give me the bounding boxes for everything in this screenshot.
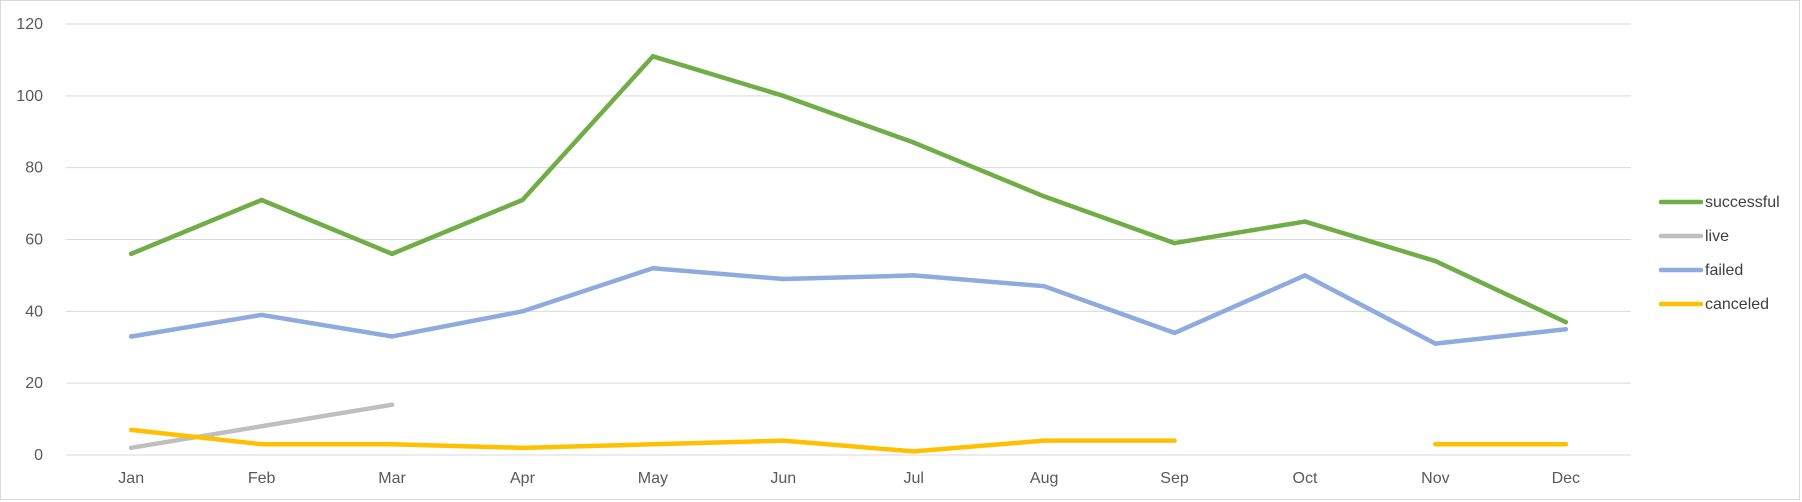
- legend-item-successful: successful: [1658, 194, 1780, 211]
- series-line: [128, 427, 1177, 454]
- x-tick-label: May: [638, 470, 668, 487]
- legend-item-canceled: canceled: [1658, 296, 1769, 313]
- x-tick-label: Mar: [378, 470, 406, 487]
- legend: successful live failed canceled: [1658, 194, 1780, 313]
- series-failed: [128, 265, 1569, 346]
- x-tick-label: Jan: [118, 470, 144, 487]
- y-tick-label: 100: [16, 88, 43, 105]
- legend-label: canceled: [1705, 296, 1769, 313]
- series-live: [128, 402, 395, 451]
- series-canceled: [128, 427, 1569, 454]
- x-tick-label: Oct: [1293, 470, 1318, 487]
- legend-item-failed: failed: [1658, 262, 1743, 279]
- series-successful: [128, 54, 1569, 325]
- x-tick-label: Feb: [248, 470, 276, 487]
- x-tick-label: Nov: [1421, 470, 1449, 487]
- y-tick-label: 60: [25, 232, 43, 249]
- x-tick-label: Sep: [1160, 470, 1189, 487]
- y-tick-label: 20: [25, 375, 43, 392]
- gridlines: [66, 23, 1631, 456]
- series-lines: [128, 54, 1569, 454]
- legend-label: live: [1705, 228, 1729, 245]
- y-tick-label: 120: [16, 16, 43, 33]
- series-line: [128, 265, 1569, 346]
- x-tick-label: Aug: [1030, 470, 1058, 487]
- y-tick-label: 80: [25, 160, 43, 177]
- y-tick-label: 0: [34, 447, 43, 464]
- x-tick-label: Apr: [510, 470, 536, 487]
- series-line: [128, 54, 1569, 325]
- x-tick-label: Jul: [903, 470, 923, 487]
- axis-labels: 0 20 40 60 80 100 120 Jan Feb Mar Apr May Jun Jul Aug S…: [16, 16, 1580, 487]
- legend-label: successful: [1705, 194, 1780, 211]
- legend-label: failed: [1705, 262, 1743, 279]
- x-tick-label: Dec: [1552, 470, 1580, 487]
- y-tick-label: 40: [25, 303, 43, 320]
- x-tick-label: Jun: [770, 470, 796, 487]
- legend-item-live: live: [1658, 228, 1729, 245]
- series-line: [128, 402, 395, 451]
